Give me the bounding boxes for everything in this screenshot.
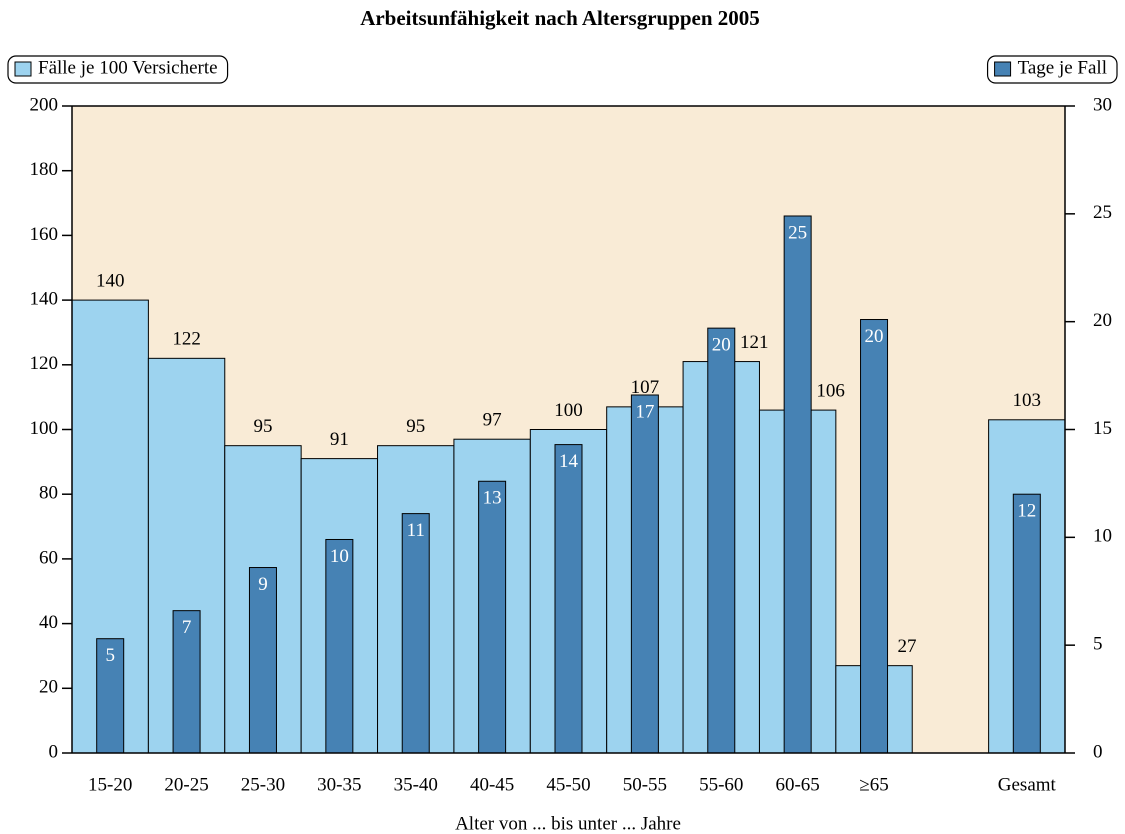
x-tick-label: 30-35: [317, 774, 361, 795]
data-label: 20: [712, 334, 731, 355]
legend-swatch: [14, 61, 32, 77]
y-tick-label: 100: [30, 418, 59, 439]
data-label: 140: [96, 270, 125, 291]
y2-tick-label: 20: [1093, 310, 1112, 331]
data-label: 13: [483, 488, 502, 509]
data-label: 14: [559, 451, 579, 472]
x-tick-label: ≥65: [859, 774, 888, 795]
bar: [1012, 493, 1041, 754]
y-tick-label: 0: [49, 741, 59, 762]
data-label: 11: [407, 520, 425, 541]
data-label: 91: [330, 429, 349, 450]
data-label: 106: [816, 380, 845, 401]
x-tick-label: 35-40: [394, 774, 438, 795]
y-tick-label: 20: [39, 677, 58, 698]
x-tick-label: 60-65: [775, 774, 819, 795]
x-tick-label: 20-25: [164, 774, 208, 795]
data-label: 95: [253, 416, 272, 437]
y-tick-label: 120: [30, 353, 59, 374]
y2-tick-label: 5: [1093, 634, 1103, 655]
chart-title: Arbeitsunfähigkeit nach Altersgruppen 20…: [360, 6, 760, 30]
legend: Fälle je 100 Versicherte: [7, 55, 229, 84]
data-label: 7: [182, 617, 192, 638]
x-tick-label: 40-45: [470, 774, 514, 795]
y2-tick-label: 10: [1093, 526, 1112, 547]
x-axis-label: Alter von ... bis unter ... Jahre: [455, 813, 681, 834]
bar: [96, 638, 125, 754]
bar: [860, 319, 889, 754]
data-label: 10: [330, 546, 349, 567]
bar: [478, 480, 507, 754]
y2-tick-label: 15: [1093, 418, 1112, 439]
y-tick-label: 180: [30, 159, 59, 180]
data-label: 95: [406, 416, 425, 437]
y2-tick-label: 0: [1093, 741, 1103, 762]
y-tick-label: 140: [30, 288, 59, 309]
legend-label: Fälle je 100 Versicherte: [38, 57, 218, 78]
data-label: 25: [788, 222, 807, 243]
data-label: 12: [1017, 501, 1036, 522]
data-label: 121: [740, 332, 769, 353]
data-label: 97: [483, 410, 502, 431]
legend: Tage je Fall: [986, 55, 1118, 84]
y-tick-label: 200: [30, 94, 59, 115]
data-label: 17: [635, 401, 654, 422]
y-tick-label: 60: [39, 547, 58, 568]
y2-tick-label: 25: [1093, 202, 1112, 223]
data-label: 107: [631, 377, 660, 398]
data-label: 103: [1013, 390, 1042, 411]
legend-swatch: [994, 61, 1012, 77]
legend-box: [7, 55, 229, 84]
bar: [325, 538, 354, 754]
bar: [783, 215, 812, 754]
bar: [630, 394, 659, 754]
bar: [401, 513, 430, 754]
bar: [172, 610, 201, 754]
legend-label: Tage je Fall: [1018, 57, 1107, 78]
data-label: 5: [105, 645, 115, 666]
x-tick-label: 25-30: [241, 774, 285, 795]
x-tick-label: 15-20: [88, 774, 132, 795]
x-tick-label: 50-55: [623, 774, 667, 795]
data-label: 27: [898, 636, 917, 657]
y-tick-label: 160: [30, 224, 59, 245]
data-label: 122: [172, 329, 201, 350]
x-tick-label: Gesamt: [998, 774, 1057, 795]
data-label: 20: [865, 326, 884, 347]
x-tick-label: 45-50: [546, 774, 590, 795]
data-label: 100: [554, 400, 583, 421]
y2-tick-label: 30: [1093, 94, 1112, 115]
bar: [707, 327, 736, 754]
bar: [248, 567, 277, 754]
y-tick-label: 40: [39, 612, 58, 633]
legend-box: [986, 55, 1118, 84]
data-label: 9: [258, 574, 268, 595]
x-tick-label: 55-60: [699, 774, 743, 795]
y-tick-label: 80: [39, 483, 58, 504]
bar: [554, 444, 583, 754]
